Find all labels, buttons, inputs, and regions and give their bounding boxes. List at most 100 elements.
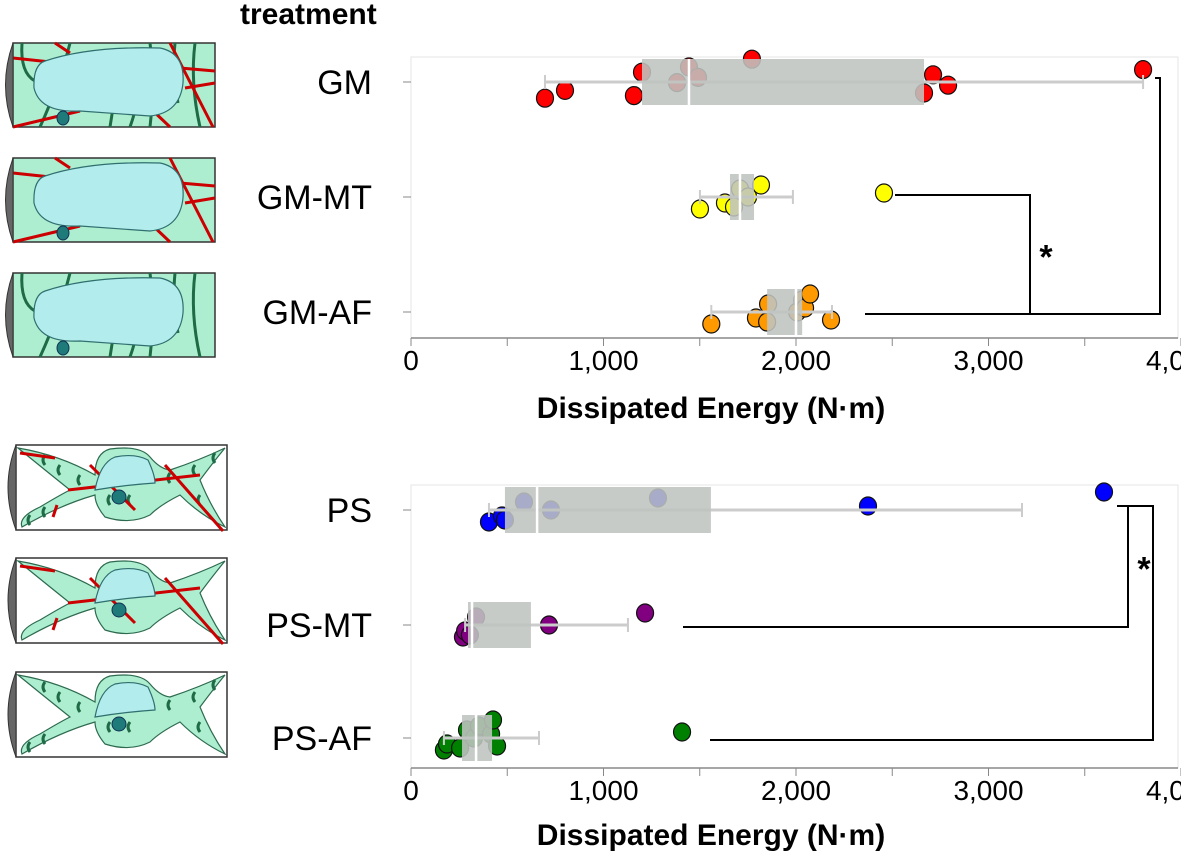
data-point [938, 75, 958, 95]
header-treatment: treatment [240, 0, 377, 31]
group-gm-mt: GM-MT [257, 174, 894, 220]
substrate-edge [7, 557, 17, 644]
nucleus-area [94, 454, 156, 491]
actin-fiber [163, 464, 225, 532]
cell-illustrations [5, 41, 228, 758]
x-tick-label: 2,000 [761, 775, 831, 806]
microtubule [26, 741, 32, 753]
actin-fiber [184, 81, 216, 90]
x-tick-label: 0 [403, 775, 419, 806]
data-point [672, 722, 692, 742]
data-point [923, 65, 943, 85]
actin-fiber [54, 41, 71, 55]
category-label: GM [317, 64, 372, 102]
microtubule [211, 679, 217, 691]
microtubule [76, 474, 82, 486]
microtubule [191, 272, 202, 358]
cell-body [33, 162, 184, 232]
x-tick-label: 3,000 [953, 775, 1023, 806]
x-tick-label: 4,000 [1146, 345, 1181, 376]
gm-cell-illustration [5, 272, 216, 358]
actin-fiber [19, 451, 56, 460]
charts: 0 1,000 2,000 3,000 4,000 Dissipated Energy (… [257, 49, 1181, 852]
cell-body [33, 277, 184, 347]
substrate-edge [5, 272, 14, 358]
significance-label: ** [1163, 610, 1181, 637]
microtubule [41, 681, 47, 693]
nucleus-area [94, 567, 156, 604]
microtubule [26, 514, 32, 526]
ps-cell-illustration [7, 557, 228, 645]
actin-fiber [12, 224, 81, 244]
nucleus [56, 225, 70, 241]
nucleus [56, 340, 70, 356]
x-tick-label: 2,000 [761, 345, 831, 376]
actin-fiber [54, 156, 71, 170]
iqr-box [467, 602, 531, 648]
significance-bracket [865, 194, 1031, 315]
ps-cell-illustration [7, 671, 228, 758]
microtubule [191, 691, 197, 703]
category-label: PS-AF [272, 720, 372, 758]
category-label: GM-MT [257, 179, 372, 217]
significance-bracket [865, 77, 1161, 315]
iqr-box [729, 174, 755, 220]
actin-fiber [51, 617, 59, 631]
microtubule [56, 691, 62, 703]
significance-label: * [1039, 239, 1053, 277]
actin-fiber [179, 181, 216, 188]
x-tick-label: 1,000 [568, 775, 638, 806]
category-label: GM-AF [262, 294, 372, 332]
iqr-box [642, 59, 925, 105]
iqr-box [504, 487, 711, 533]
significance-bracket [683, 505, 1129, 628]
actin-fiber [163, 577, 225, 645]
group-gm: GM [317, 49, 1153, 108]
data-point [624, 85, 644, 106]
actin-fiber [19, 564, 56, 573]
data-point [635, 603, 655, 623]
data-point [535, 88, 555, 108]
significance-label: ** [1170, 183, 1181, 210]
microtubule [191, 42, 202, 128]
x-tick-label: 3,000 [953, 345, 1023, 376]
ps-cell-illustration [7, 444, 228, 532]
substrate-edge [5, 42, 14, 128]
cell-body [15, 447, 227, 529]
microtubule [20, 42, 36, 83]
actin-fiber [51, 504, 59, 518]
cell-body [15, 560, 227, 642]
substrate-edge [5, 157, 14, 243]
microtubule [211, 452, 217, 464]
actin-fiber [12, 109, 81, 129]
nucleus [111, 716, 127, 732]
microtubule [20, 272, 36, 313]
x-axis-label: Dissipated Energy (N·m) [537, 819, 885, 852]
category-label: PS-MT [266, 607, 372, 645]
microtubule [41, 733, 47, 745]
microtubule [56, 464, 62, 476]
x-tick-label: 4,000 [1146, 775, 1181, 806]
group-ps-mt: PS-MT [266, 602, 655, 648]
group-ps-af: PS-AF [272, 710, 692, 761]
x-tick-label: 1,000 [568, 345, 638, 376]
gm-cell-illustration [5, 156, 216, 244]
cell-body [15, 674, 227, 756]
actin-fiber [184, 196, 216, 205]
data-point [1094, 482, 1114, 502]
nucleus [56, 110, 70, 126]
microtubule [166, 699, 172, 711]
microtubule [196, 721, 202, 733]
nucleus [111, 602, 127, 618]
gm-cell-illustration [5, 41, 216, 129]
nucleus [111, 489, 127, 505]
data-point [751, 175, 771, 195]
category-label: PS [327, 492, 372, 530]
data-point [555, 80, 575, 101]
data-point [800, 284, 820, 304]
group-gm-af: GM-AF [262, 284, 841, 335]
x-axis-label: Dissipated Energy (N·m) [537, 392, 885, 425]
chart-1: 0 1,000 2,000 3,000 4,000 Dissipated Energy (… [266, 482, 1181, 852]
microtubule [76, 701, 82, 713]
